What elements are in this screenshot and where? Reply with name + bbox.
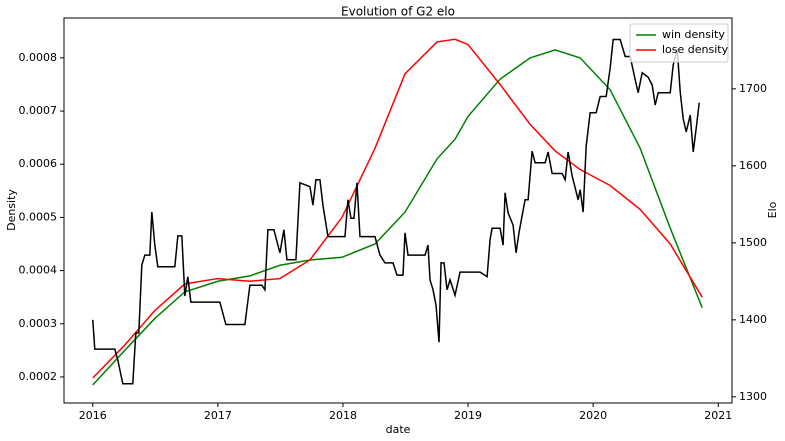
plot-frame — [63, 17, 733, 404]
y2-tick-label: 1500 — [739, 236, 767, 249]
x-axis-label: date — [386, 423, 411, 436]
y2-tick-label: 1600 — [739, 159, 767, 172]
x-tick-label: 2018 — [329, 409, 357, 422]
legend-label: lose density — [662, 43, 729, 56]
y2-axis-label: Elo — [766, 201, 779, 218]
y-tick-label: 0.0008 — [19, 51, 58, 64]
y2-tick-label: 1300 — [739, 390, 767, 403]
x-tick-label: 2017 — [204, 409, 232, 422]
chart-title: Evolution of G2 elo — [341, 5, 455, 19]
legend-label: win density — [662, 28, 725, 41]
y2-tick-label: 1400 — [739, 313, 767, 326]
y-tick-label: 0.0005 — [19, 210, 58, 223]
data-line — [92, 38, 703, 379]
y-tick-label: 0.0003 — [19, 317, 58, 330]
x-tick-label: 2019 — [454, 409, 482, 422]
data-line — [92, 49, 703, 386]
y-tick-label: 0.0002 — [19, 370, 58, 383]
x-tick-label: 2016 — [79, 409, 107, 422]
y-tick-label: 0.0006 — [19, 157, 58, 170]
y2-tick-label: 1700 — [739, 82, 767, 95]
y-tick-label: 0.0004 — [19, 264, 58, 277]
x-tick-label: 2021 — [704, 409, 732, 422]
y-tick-label: 0.0007 — [19, 104, 58, 117]
x-tick-label: 2020 — [579, 409, 607, 422]
data-line — [92, 38, 700, 385]
legend-box — [629, 23, 729, 63]
y-axis-label: Density — [5, 189, 18, 231]
